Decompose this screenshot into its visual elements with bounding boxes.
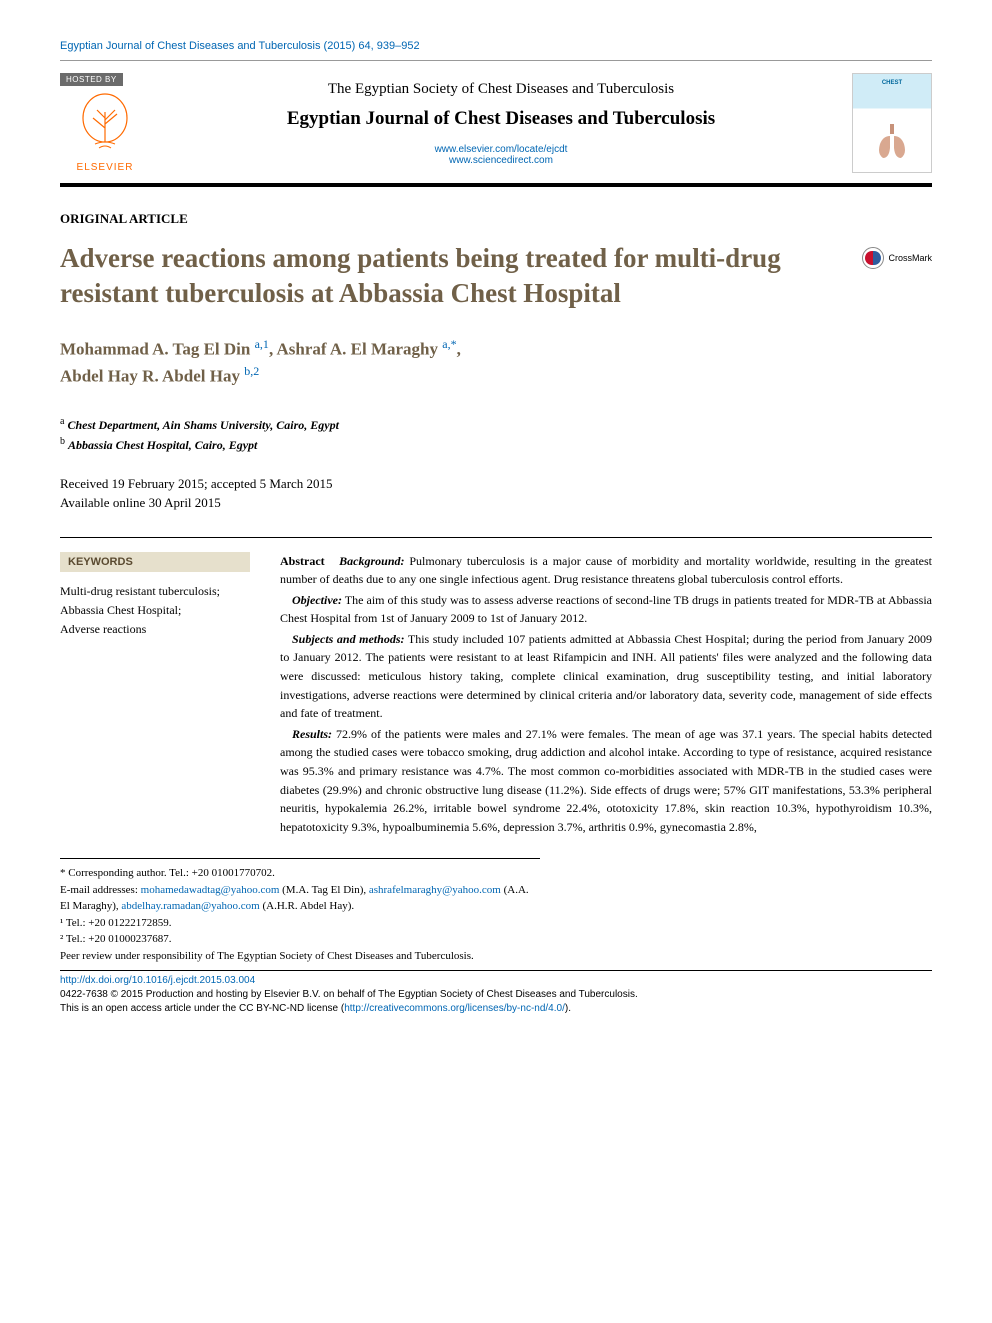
abstract-label: Abstract	[280, 554, 325, 568]
bottom-rule: http://dx.doi.org/10.1016/j.ejcdt.2015.0…	[60, 970, 932, 1016]
journal-reference: Egyptian Journal of Chest Diseases and T…	[60, 40, 932, 52]
author-3: Abdel Hay R. Abdel Hay	[60, 367, 240, 386]
results-text: 72.9% of the patients were males and 27.…	[280, 727, 932, 834]
copyright-line-2a: This is an open access article under the…	[60, 1003, 344, 1014]
objective-text: The aim of this study was to assess adve…	[280, 593, 932, 626]
elsevier-logo-box: HOSTED BY ELSEVIER	[60, 73, 150, 173]
tel-1: ¹ Tel.: +20 01222172859.	[60, 915, 540, 932]
cover-title: CHEST	[857, 80, 927, 86]
doi-link[interactable]: http://dx.doi.org/10.1016/j.ejcdt.2015.0…	[60, 975, 255, 986]
author-1: Mohammad A. Tag El Din	[60, 340, 250, 359]
copyright: 0422-7638 © 2015 Production and hosting …	[60, 988, 932, 1016]
emails-label: E-mail addresses:	[60, 884, 138, 896]
results-label: Results:	[292, 727, 332, 741]
corresponding-author: * Corresponding author. Tel.: +20 010017…	[60, 865, 540, 882]
tel-2: ² Tel.: +20 01000237687.	[60, 931, 540, 948]
footnotes: * Corresponding author. Tel.: +20 010017…	[60, 858, 540, 964]
email-1-who: (M.A. Tag El Din),	[282, 884, 366, 896]
hosted-by-badge: HOSTED BY	[60, 73, 123, 86]
journal-name: Egyptian Journal of Chest Diseases and T…	[170, 108, 832, 130]
received-accepted-date: Received 19 February 2015; accepted 5 Ma…	[60, 474, 932, 494]
cc-license-link[interactable]: http://creativecommons.org/licenses/by-n…	[344, 1003, 565, 1014]
objective-label: Objective:	[292, 593, 342, 607]
email-1[interactable]: mohamedawadtag@yahoo.com	[141, 884, 280, 896]
author-2: Ashraf A. El Maraghy	[277, 340, 439, 359]
copyright-line-1: 0422-7638 © 2015 Production and hosting …	[60, 988, 932, 1002]
thick-rule	[60, 183, 932, 187]
journal-link-sciencedirect[interactable]: www.sciencedirect.com	[170, 155, 832, 166]
copyright-line-2c: ).	[565, 1003, 571, 1014]
top-rule	[60, 60, 932, 61]
methods-label: Subjects and methods:	[292, 632, 405, 646]
article-type: ORIGINAL ARTICLE	[60, 211, 932, 227]
email-3-who: (A.H.R. Abdel Hay).	[262, 900, 354, 912]
cover-thumbnail: CHEST	[852, 73, 932, 173]
keywords-heading: KEYWORDS	[60, 552, 250, 572]
journal-link-elsevier[interactable]: www.elsevier.com/locate/ejcdt	[170, 144, 832, 155]
journal-title-block: The Egyptian Society of Chest Diseases a…	[150, 81, 852, 166]
article-dates: Received 19 February 2015; accepted 5 Ma…	[60, 474, 932, 513]
elsevier-label: ELSEVIER	[77, 162, 134, 173]
affiliation-b: Abbassia Chest Hospital, Cairo, Egypt	[68, 438, 257, 452]
abstract-text: Abstract Background: Pulmonary tuberculo…	[280, 552, 932, 839]
author-2-aff[interactable]: a,*	[442, 337, 456, 351]
email-2[interactable]: ashrafelmaraghy@yahoo.com	[369, 884, 501, 896]
journal-links: www.elsevier.com/locate/ejcdt www.scienc…	[170, 144, 832, 166]
crossmark-icon	[862, 247, 884, 269]
peer-review: Peer review under responsibility of The …	[60, 948, 540, 965]
society-name: The Egyptian Society of Chest Diseases a…	[170, 81, 832, 98]
author-1-aff[interactable]: a,1	[255, 337, 269, 351]
crossmark-label: CrossMark	[888, 253, 932, 263]
keywords-list: Multi-drug resistant tuberculosis; Abbas…	[60, 582, 250, 640]
author-3-aff[interactable]: b,2	[244, 364, 259, 378]
affiliation-a: Chest Department, Ain Shams University, …	[67, 418, 338, 432]
elsevier-tree-icon	[75, 90, 135, 160]
keywords-column: KEYWORDS Multi-drug resistant tuberculos…	[60, 552, 250, 839]
lung-icon	[875, 124, 909, 160]
authors: Mohammad A. Tag El Din a,1, Ashraf A. El…	[60, 335, 932, 389]
abstract-section: KEYWORDS Multi-drug resistant tuberculos…	[60, 537, 932, 839]
article-title: Adverse reactions among patients being t…	[60, 241, 862, 311]
journal-header: HOSTED BY ELSEVIER The Egyptian Society …	[60, 73, 932, 173]
crossmark-badge[interactable]: CrossMark	[862, 247, 932, 269]
background-label: Background:	[339, 554, 404, 568]
email-3[interactable]: abdelhay.ramadan@yahoo.com	[121, 900, 259, 912]
affiliations: aChest Department, Ain Shams University,…	[60, 414, 932, 454]
online-date: Available online 30 April 2015	[60, 493, 932, 513]
